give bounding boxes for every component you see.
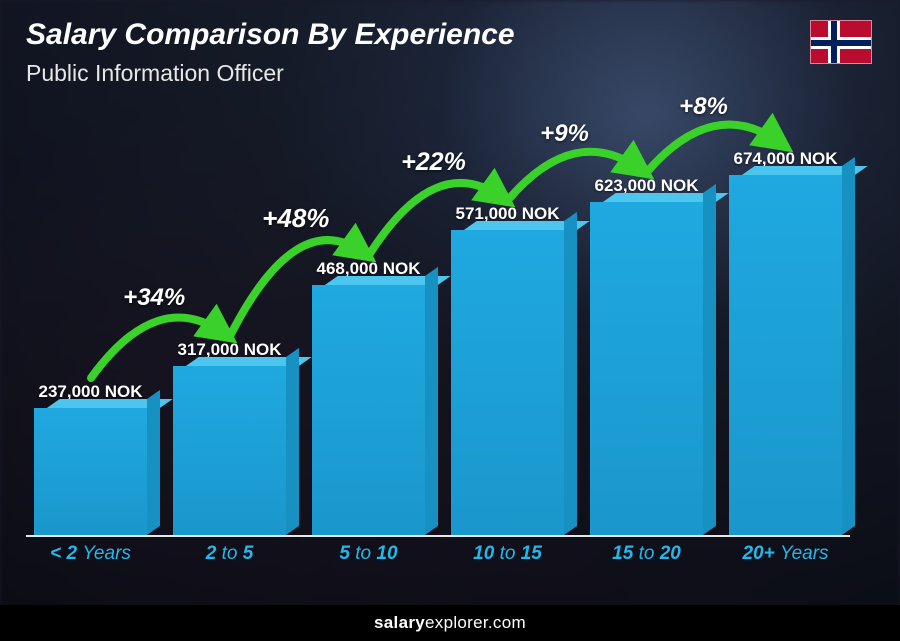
page-title: Salary Comparison By Experience: [26, 18, 515, 52]
infographic: Salary Comparison By Experience Public I…: [0, 0, 900, 641]
page-subtitle: Public Information Officer: [26, 60, 284, 87]
footer-brand: salaryexplorer.com: [0, 605, 900, 641]
bar-0: 237,000 NOK: [34, 382, 147, 535]
bar-5: 674,000 NOK: [729, 149, 842, 535]
bar-chart: 237,000 NOK317,000 NOK468,000 NOK571,000…: [26, 100, 850, 569]
x-label-5: 20+ Years: [729, 537, 842, 569]
bar-1: 317,000 NOK: [173, 340, 286, 535]
norway-flag-icon: [810, 20, 872, 64]
x-label-0: < 2 Years: [34, 537, 147, 569]
bar-4: 623,000 NOK: [590, 176, 703, 535]
x-label-4: 15 to 20: [590, 537, 703, 569]
x-label-1: 2 to 5: [173, 537, 286, 569]
x-label-2: 5 to 10: [312, 537, 425, 569]
brand-bold: salary: [374, 613, 425, 632]
bar-3: 571,000 NOK: [451, 204, 564, 535]
x-label-3: 10 to 15: [451, 537, 564, 569]
bar-2: 468,000 NOK: [312, 259, 425, 535]
brand-rest: explorer.com: [425, 613, 526, 632]
